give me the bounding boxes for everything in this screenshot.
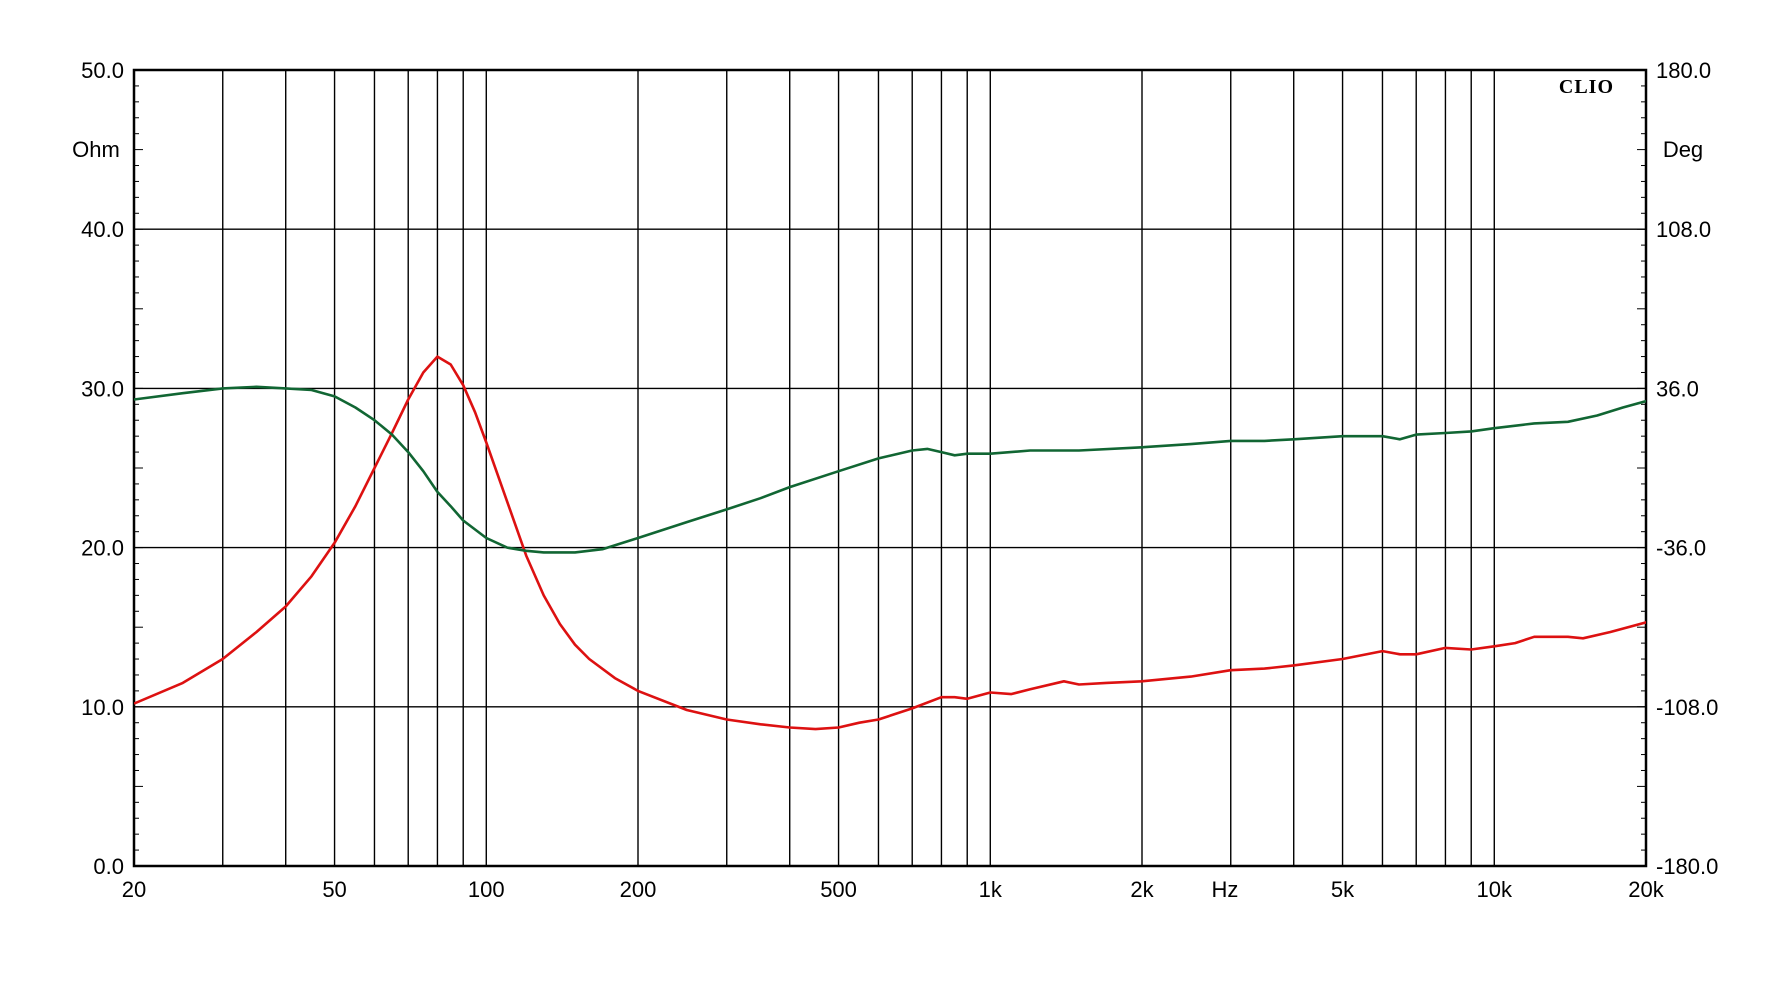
x-tick-label: 20k	[1628, 877, 1664, 902]
right-y-tick-label: -36.0	[1656, 536, 1706, 561]
series-curve-2	[134, 385, 1646, 554]
right-y-tick-label: -108.0	[1656, 695, 1718, 720]
left-y-tick-label: 30.0	[81, 376, 124, 401]
x-tick-label: 20	[122, 877, 146, 902]
x-tick-label: 200	[620, 877, 657, 902]
left-y-tick-label: 10.0	[81, 695, 124, 720]
x-tick-label: 10k	[1477, 877, 1513, 902]
left-axis-unit: Ohm	[72, 137, 120, 162]
x-tick-label: 100	[468, 877, 505, 902]
x-tick-label: 500	[820, 877, 857, 902]
left-y-tick-label: 0.0	[93, 854, 124, 879]
grid-lines	[134, 70, 1646, 866]
plot-frame	[132, 68, 1648, 868]
axis-labels: 20 50 100 200 500 1k 2k 5k 10k 20k 0.0 10.0 20.0 30.0…	[81, 58, 1718, 902]
right-y-tick-label: 36.0	[1656, 376, 1699, 401]
left-y-tick-label: 20.0	[81, 536, 124, 561]
data-series	[134, 355, 1646, 731]
right-y-tick-label: 180.0	[1656, 58, 1711, 83]
x-tick-label: 5k	[1331, 877, 1355, 902]
x-tick-label: 2k	[1130, 877, 1154, 902]
right-axis-minor-ticks	[134, 85, 1646, 851]
series-curve-1	[134, 355, 1646, 731]
x-axis-label: Hz	[1212, 877, 1239, 902]
right-y-tick-label: -180.0	[1656, 854, 1718, 879]
clio-brand-logo: CLIO	[1559, 76, 1614, 98]
left-y-tick-label: 40.0	[81, 217, 124, 242]
right-y-tick-label: 108.0	[1656, 217, 1711, 242]
x-tick-label: 1k	[979, 877, 1003, 902]
x-tick-label: 50	[322, 877, 346, 902]
left-y-tick-label: 50.0	[81, 58, 124, 83]
right-axis-unit: Deg	[1663, 137, 1703, 162]
